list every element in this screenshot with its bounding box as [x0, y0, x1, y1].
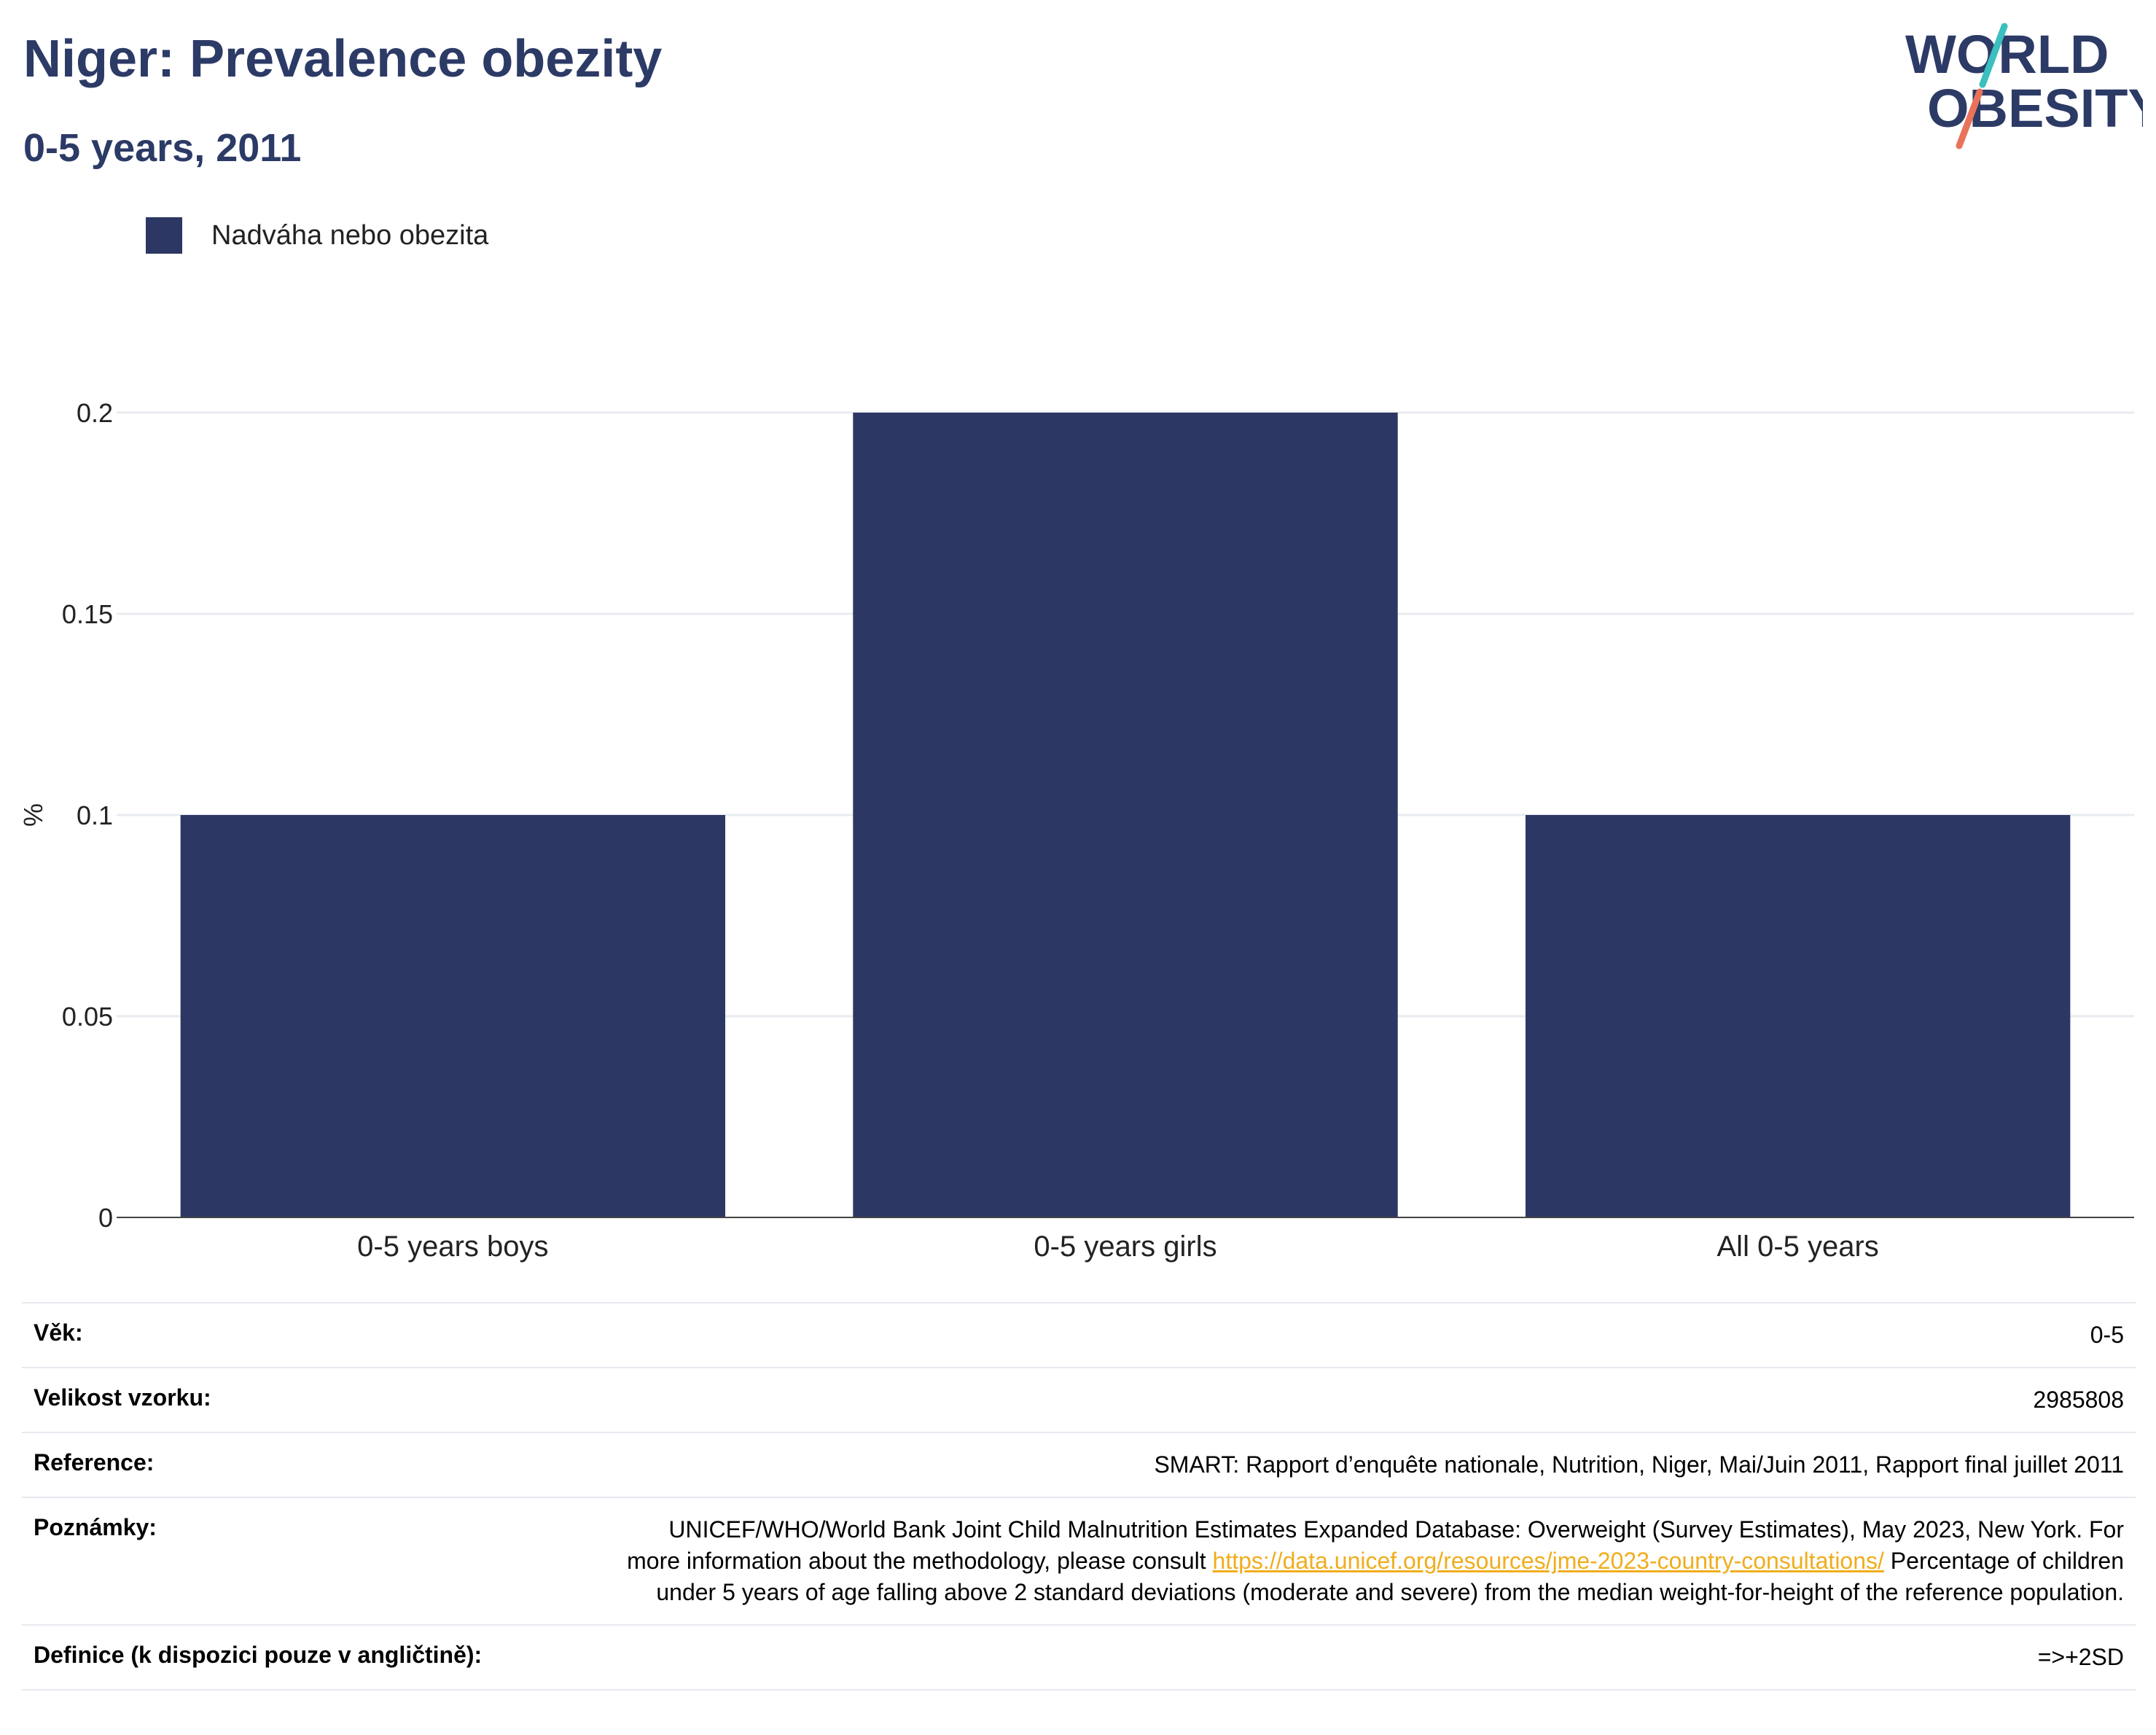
y-tick-labels: 0 0.05 0.1 0.15 0.2 — [62, 398, 113, 1233]
x-tick-labels: 0-5 years boys 0-5 years girls All 0-5 yea… — [357, 1231, 1879, 1263]
bar[interactable] — [853, 413, 1398, 1217]
logo-text-line1: WORLD — [1905, 24, 2109, 85]
reference-value: SMART: Rapport d’enquête nationale, Nutr… — [599, 1432, 2136, 1498]
bar[interactable] — [1525, 815, 2071, 1217]
x-tick-label: All 0-5 years — [1717, 1231, 1879, 1263]
y-tick-label: 0.05 — [62, 1002, 113, 1032]
logo-slash-bottom — [1956, 88, 1983, 149]
y-tick-label: 0.15 — [62, 599, 113, 629]
info-row-notes: Poznámky: UNICEF/WHO/World Bank Joint Ch… — [22, 1497, 2136, 1626]
x-tick-label: 0-5 years boys — [357, 1231, 548, 1263]
logo-text-line2: OBESITY — [1927, 78, 2143, 139]
notes-text-after: Percentage of children under 5 years of … — [656, 1548, 2124, 1605]
info-table: Věk: 0-5 Velikost vzorku: 2985808 Refere… — [22, 1302, 2136, 1691]
info-row-age: Věk: 0-5 — [22, 1302, 2136, 1368]
world-obesity-logo: WORLD OBESITY — [1905, 23, 2143, 149]
bar[interactable] — [180, 815, 726, 1217]
reference-label: Reference: — [22, 1432, 599, 1498]
y-axis-label: % — [18, 803, 48, 827]
notes-link[interactable]: https://data.unicef.org/resources/jme-20… — [1212, 1548, 1884, 1574]
chart-title: Niger: Prevalence obezity — [23, 30, 663, 88]
x-tick-label: 0-5 years girls — [1034, 1231, 1216, 1263]
chart-legend[interactable]: Nadváha nebo obezita — [146, 216, 488, 255]
notes-text-before: UNICEF/WHO/World Bank Joint Child Malnut… — [627, 1516, 2124, 1574]
info-row-reference: Reference: SMART: Rapport d’enquête nati… — [22, 1432, 2136, 1498]
info-row-definition: Definice (k dispozici pouze v angličtině… — [22, 1624, 2136, 1691]
definition-value: =>+2SD — [599, 1624, 2136, 1691]
info-row-sample-size: Velikost vzorku: 2985808 — [22, 1367, 2136, 1433]
bars — [180, 413, 2071, 1217]
definition-label: Definice (k dispozici pouze v angličtině… — [22, 1624, 599, 1691]
legend-label: Nadváha nebo obezita — [211, 219, 489, 251]
y-tick-label: 0 — [98, 1203, 113, 1233]
sample-size-value: 2985808 — [599, 1367, 2136, 1433]
sample-size-label: Velikost vzorku: — [22, 1367, 599, 1433]
age-value: 0-5 — [599, 1302, 2136, 1368]
logo-slash-top — [1979, 23, 2008, 88]
bar-chart: 00.050.10.150.2 0-5 years boys 0-5 years … — [18, 398, 2134, 1263]
notes-label: Poznámky: — [22, 1497, 599, 1626]
legend-swatch — [146, 217, 182, 254]
y-tick-label: 0.2 — [77, 398, 113, 428]
notes-value: UNICEF/WHO/World Bank Joint Child Malnut… — [599, 1497, 2136, 1626]
chart-subtitle: 0-5 years, 2011 — [23, 126, 302, 170]
age-label: Věk: — [22, 1302, 599, 1368]
y-tick-label: 0.1 — [77, 800, 113, 830]
